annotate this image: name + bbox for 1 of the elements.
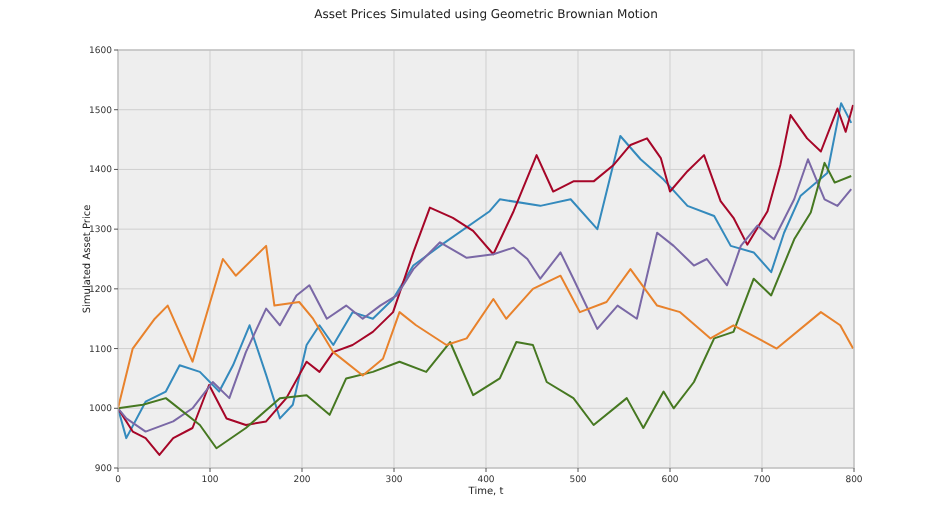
line-series [118, 244, 854, 410]
